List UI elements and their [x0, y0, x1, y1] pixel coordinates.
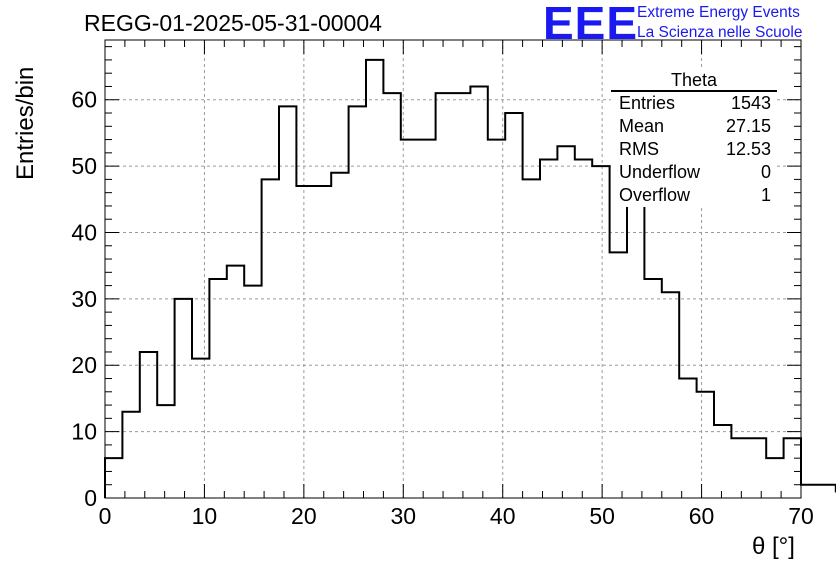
histogram-bin: [383, 93, 400, 498]
histogram-bin: [349, 106, 366, 498]
y-tick-label: 10: [71, 419, 97, 445]
stats-value: 27.15: [725, 116, 771, 136]
histogram-bin: [436, 93, 453, 498]
x-axis-label: θ [°]: [752, 533, 795, 560]
histogram-bin: [296, 186, 313, 498]
histogram-bin: [175, 299, 192, 498]
stats-row-entries: Entries 1543: [611, 92, 777, 115]
stats-label: Mean: [619, 116, 665, 136]
histogram-bin: [801, 485, 818, 498]
logo-caption-line1: Extreme Energy Events: [637, 4, 800, 21]
stats-value: 0: [760, 162, 771, 182]
histogram-bin: [418, 140, 435, 498]
x-tick-label: 10: [192, 503, 218, 529]
y-axis-label: Entries/bin: [12, 66, 39, 180]
histogram-bin: [749, 438, 766, 498]
histogram-bin: [401, 140, 418, 498]
histogram-bin: [679, 379, 696, 498]
histogram-bin: [227, 266, 244, 498]
stats-box: Theta Entries 1543 Mean 27.15 RMS 12.53 …: [611, 70, 777, 207]
stats-label: RMS: [619, 139, 659, 159]
histogram-bin: [575, 159, 592, 498]
y-tick-label: 20: [71, 352, 97, 378]
histogram-bin: [557, 146, 574, 498]
histogram-bin: [505, 113, 522, 498]
histogram-bin: [540, 159, 557, 498]
x-tick-label: 40: [490, 503, 516, 529]
stats-row-rms: RMS 12.53: [611, 138, 777, 161]
x-tick-label: 70: [788, 503, 814, 529]
stats-row-underflow: Underflow 0: [611, 161, 777, 184]
histogram-bin: [331, 173, 348, 498]
y-tick-label: 40: [71, 219, 97, 245]
histogram-bin: [453, 93, 470, 498]
stats-value: 1: [760, 185, 771, 205]
x-tick-label: 60: [689, 503, 715, 529]
stats-label: Overflow: [619, 185, 691, 205]
histogram-bin: [192, 359, 209, 498]
stats-label: Underflow: [619, 162, 701, 182]
x-tick-label: 0: [99, 503, 112, 529]
histogram-bin: [644, 279, 661, 498]
y-tick-label: 0: [84, 485, 97, 511]
histogram-bin: [157, 405, 174, 498]
histogram-bin: [731, 438, 748, 498]
histogram-series: [104, 58, 836, 498]
logo-caption-line2: La Scienza nelle Scuole: [637, 24, 803, 41]
y-tick-label: 30: [71, 286, 97, 312]
histogram-bin: [279, 106, 296, 498]
histogram-bin: [610, 252, 627, 498]
x-tick-label: 50: [589, 503, 615, 529]
plot-frame: [104, 39, 802, 499]
histogram-bin: [209, 279, 226, 498]
stats-value: 12.53: [725, 139, 771, 159]
stats-value: 1543: [730, 93, 771, 113]
histogram-bin: [366, 60, 383, 498]
stats-label: Entries: [619, 93, 676, 113]
histogram-bin: [244, 286, 261, 498]
histogram-bin: [105, 458, 122, 498]
histogram-bin: [714, 425, 731, 498]
stats-row-mean: Mean 27.15: [611, 115, 777, 138]
histogram-bin: [470, 86, 487, 498]
y-tick-label: 60: [71, 87, 97, 113]
x-tick-label: 20: [291, 503, 317, 529]
histogram-bin: [697, 392, 714, 498]
chart-title: REGG-01-2025-05-31-00004: [84, 10, 382, 36]
histogram-bin: [662, 292, 679, 498]
histogram-bin: [523, 179, 540, 498]
histogram-bin: [592, 166, 609, 498]
logo-caption: Extreme Energy Events La Scienza nelle S…: [637, 3, 802, 43]
histogram-bin: [488, 140, 505, 498]
histogram-bin: [314, 186, 331, 498]
eee-logo: EEE: [543, 0, 639, 49]
stats-box-title: Theta: [611, 70, 777, 92]
y-tick-label: 50: [71, 153, 97, 179]
histogram-bin: [766, 458, 783, 498]
histogram-bin: [262, 179, 279, 498]
histogram-bin: [818, 485, 835, 498]
histogram-bin: [784, 438, 801, 498]
x-tick-label: 30: [390, 503, 416, 529]
stats-row-overflow: Overflow 1: [611, 184, 777, 207]
histogram-bin: [140, 352, 157, 498]
histogram-bin: [122, 412, 139, 498]
